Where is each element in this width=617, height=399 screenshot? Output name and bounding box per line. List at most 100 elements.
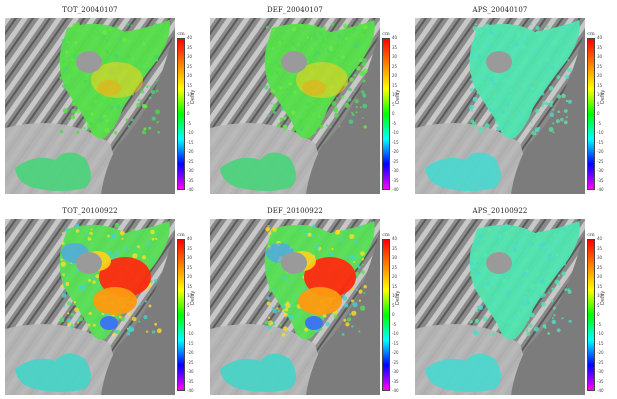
colorbar-tick-label: 0 [392,111,395,116]
colorbar-tick-label: -20 [392,350,399,355]
colorbar-tick-label: -35 [187,378,194,384]
colorbar-tick-label: -30 [597,168,604,173]
panel-title: APS_20040107 [472,6,528,14]
colorbar-tick-label: -35 [597,378,604,384]
colorbar-tick-label: 0 [597,312,600,317]
colorbar-tick-label: 40 [392,35,398,40]
colorbar-tick-label: 10 [597,293,603,298]
panel-title: TOT_20040107 [62,6,118,14]
colorbar-tick-label: 15 [187,82,193,88]
colorbar-tick-label: 15 [187,283,193,289]
colorbar-tick-label: 35 [597,245,603,251]
colorbar-unit: cm [382,232,390,238]
colorbar-tick-label: 15 [597,283,603,289]
colorbar-tick-label: -30 [392,168,399,173]
colorbar-tick-label: -25 [597,158,604,164]
colorbar-tick-label: 35 [187,245,193,251]
deformation-map [415,219,585,395]
colorbar-tick-label: 20 [392,73,398,78]
panel-title: TOT_20100922 [62,207,118,215]
deformation-map [5,219,175,395]
colorbar-tick-label: 30 [392,54,398,59]
panel-title: DEF_20100922 [267,207,323,215]
colorbar [382,38,390,190]
colorbar-tick-label: -30 [187,369,194,374]
colorbar-tick-label: 35 [187,44,193,50]
colorbar-tick-label: 25 [597,264,603,270]
colorbar [177,38,185,190]
colorbar-tick-label: -15 [392,139,399,145]
colorbar-tick-label: -25 [392,158,399,164]
colorbar-tick-label: 10 [187,92,193,97]
colorbar-tick-label: 25 [187,264,193,270]
colorbar-tick-label: 20 [597,274,603,279]
colorbar-tick-label: 40 [597,236,603,241]
colorbar-tick-label: 15 [392,82,398,88]
colorbar-tick-label: -40 [187,187,194,192]
colorbar-tick-label: 30 [187,255,193,260]
colorbar-tick-label: 0 [187,312,190,317]
colorbar-tick-label: -25 [392,359,399,365]
colorbar-label: Delay [600,290,606,305]
colorbar-tick-label: 40 [187,236,193,241]
colorbar-tick-label: -30 [392,369,399,374]
colorbar-tick-label: -35 [597,177,604,183]
colorbar-tick-label: 30 [392,255,398,260]
colorbar-tick-label: -10 [392,130,399,135]
colorbar-tick-label: -40 [597,187,604,192]
colorbar [382,239,390,391]
colorbar-tick-label: 30 [597,255,603,260]
colorbar-tick-label: -5 [392,120,396,126]
colorbar-tick-label: 25 [392,264,398,270]
colorbar-tick-label: 20 [392,274,398,279]
colorbar-tick-label: -15 [187,340,194,346]
colorbar-tick-label: -20 [187,149,194,154]
colorbar-tick-label: -5 [392,321,396,327]
colorbar-tick-label: -15 [597,340,604,346]
colorbar-tick-label: -5 [597,321,601,327]
colorbar-unit: cm [382,31,390,37]
colorbar-label: Delay [190,89,196,104]
colorbar-tick-label: 5 [597,302,600,308]
colorbar-tick-label: 5 [597,101,600,107]
colorbar-tick-label: 5 [187,101,190,107]
colorbar-tick-label: 25 [187,63,193,69]
colorbar-label: Delay [190,290,196,305]
colorbar-tick-label: -25 [597,359,604,365]
colorbar-tick-label: -20 [392,149,399,154]
colorbar-tick-label: 0 [392,312,395,317]
colorbar-tick-label: 35 [392,44,398,50]
panel-def-20100922: DEF_20100922 cm 40 35 30 25 20 15 10 5 0 -5 -10 -15… [210,205,408,395]
colorbar-tick-label: -10 [187,331,194,336]
colorbar-tick-label: 40 [187,35,193,40]
colorbar-tick-label: -30 [597,369,604,374]
colorbar-tick-label: 20 [187,73,193,78]
colorbar-unit: cm [177,31,185,37]
colorbar-tick-label: 20 [187,274,193,279]
deformation-map [210,18,380,194]
colorbar-tick-label: -30 [187,168,194,173]
colorbar-label: Delay [395,89,401,104]
colorbar-tick-label: -5 [187,120,191,126]
colorbar-tick-label: 5 [187,302,190,308]
panel-tot-20100922: TOT_20100922 cm 40 35 30 25 20 15 10 5 0 -5 -10 -15… [5,205,203,395]
colorbar-unit: cm [587,232,595,238]
colorbar-unit: cm [587,31,595,37]
colorbar-tick-label: 15 [392,283,398,289]
deformation-map [415,18,585,194]
colorbar [587,239,595,391]
colorbar-tick-label: -15 [392,340,399,346]
colorbar-tick-label: 5 [392,302,395,308]
colorbar [177,239,185,391]
panel-title: DEF_20040107 [267,6,323,14]
panel-aps-20040107: APS_20040107 cm 40 35 30 25 20 15 10 5 0 -5 -10 -15… [415,4,613,194]
colorbar-tick-label: 40 [392,236,398,241]
colorbar-tick-label: -40 [597,388,604,393]
colorbar-tick-label: 5 [392,101,395,107]
colorbar-tick-label: -15 [187,139,194,145]
colorbar-tick-label: -10 [597,130,604,135]
colorbar-tick-label: 25 [392,63,398,69]
panel-def-20040107: DEF_20040107 cm 40 35 30 25 20 15 10 5 0 -5 -10 -15… [210,4,408,194]
colorbar-tick-label: 30 [187,54,193,59]
colorbar-tick-label: -10 [597,331,604,336]
